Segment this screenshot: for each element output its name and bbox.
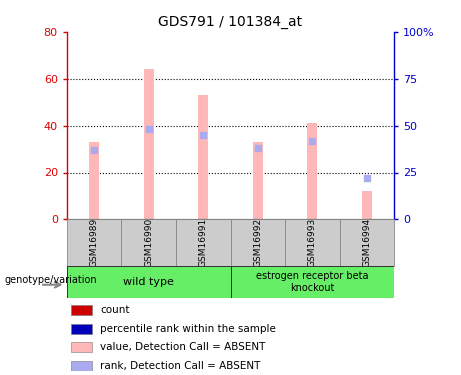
Text: GSM16990: GSM16990	[144, 218, 153, 267]
Text: value, Detection Call = ABSENT: value, Detection Call = ABSENT	[100, 342, 266, 352]
Point	[254, 145, 261, 151]
Bar	[121, 219, 176, 266]
Bar	[71, 342, 93, 352]
Point	[308, 138, 316, 144]
Text: GSM16992: GSM16992	[253, 218, 262, 267]
Bar	[144, 69, 154, 219]
Text: percentile rank within the sample: percentile rank within the sample	[100, 324, 276, 334]
Text: estrogen receptor beta
knockout: estrogen receptor beta knockout	[256, 271, 369, 293]
Text: genotype/variation: genotype/variation	[5, 274, 97, 285]
Bar	[307, 123, 317, 219]
Bar	[362, 191, 372, 219]
Text: rank, Detection Call = ABSENT: rank, Detection Call = ABSENT	[100, 361, 261, 371]
Bar	[253, 142, 263, 219]
Point	[363, 175, 371, 181]
Bar	[230, 266, 394, 298]
Text: GSM16993: GSM16993	[308, 218, 317, 267]
Point	[145, 126, 152, 132]
Text: GSM16991: GSM16991	[199, 218, 208, 267]
Bar	[67, 266, 230, 298]
Bar	[89, 142, 99, 219]
Point	[200, 132, 207, 138]
Bar	[176, 219, 230, 266]
Bar	[285, 219, 340, 266]
Bar	[198, 95, 208, 219]
Bar	[71, 361, 93, 370]
Text: GSM16994: GSM16994	[362, 218, 372, 267]
Bar	[71, 324, 93, 333]
Text: GSM16989: GSM16989	[89, 218, 99, 267]
Bar	[230, 219, 285, 266]
Text: wild type: wild type	[123, 277, 174, 287]
Bar	[340, 219, 394, 266]
Text: count: count	[100, 305, 130, 315]
Point	[90, 147, 98, 153]
Bar	[67, 219, 121, 266]
Title: GDS791 / 101384_at: GDS791 / 101384_at	[159, 15, 302, 30]
Bar	[71, 305, 93, 315]
